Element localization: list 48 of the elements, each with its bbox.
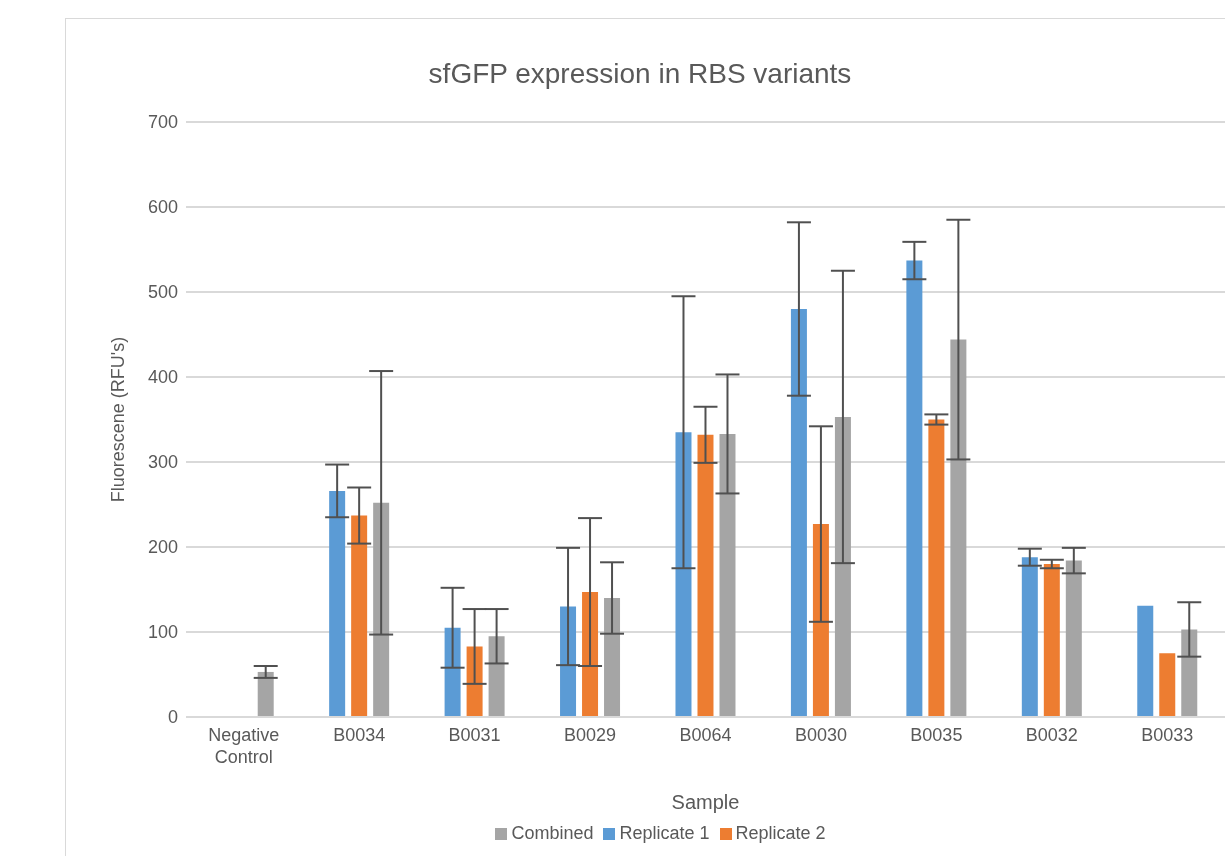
- y-tick-label: 300: [147, 452, 178, 473]
- y-tick-label: 400: [147, 367, 178, 388]
- x-tick-label: B0032: [1025, 725, 1078, 745]
- bar: [812, 524, 829, 717]
- y-tick-label: 500: [147, 282, 178, 303]
- bar: [719, 433, 736, 717]
- y-tick-label: 100: [147, 622, 178, 643]
- legend-label: Combined: [511, 823, 594, 843]
- bar: [488, 636, 505, 717]
- bar: [928, 419, 945, 717]
- legend-label: Replicate 1: [619, 823, 710, 843]
- bar: [329, 490, 346, 717]
- x-axis-title: Sample: [671, 791, 740, 813]
- x-tick-label: B0035: [910, 725, 963, 745]
- bar: [560, 606, 577, 717]
- bar: [444, 627, 461, 717]
- y-tick-label: 600: [147, 197, 178, 218]
- y-tick-label: 200: [147, 537, 178, 558]
- bar: [950, 339, 967, 717]
- bar: [604, 598, 621, 717]
- legend-label: Replicate 2: [735, 823, 826, 843]
- bar: [1137, 605, 1154, 717]
- x-tick-label: B0034: [333, 725, 386, 745]
- x-tick-label: B0030: [794, 725, 847, 745]
- bar: [697, 434, 714, 717]
- bar: [906, 260, 923, 717]
- bar: [1065, 560, 1082, 717]
- x-tick-label: B0064: [679, 725, 732, 745]
- y-axis-title: Fluorescene (RFU's): [108, 336, 129, 503]
- bar: [675, 432, 692, 717]
- bar: [1043, 564, 1060, 717]
- bar: [1159, 653, 1176, 717]
- bar: [1021, 557, 1038, 717]
- x-tick-label: Negative Control: [208, 725, 280, 767]
- y-tick-label: 0: [167, 707, 178, 728]
- x-tick-label: B0033: [1141, 725, 1194, 745]
- bar: [834, 416, 851, 717]
- bar: [466, 646, 483, 717]
- x-tick-label: B0029: [564, 725, 617, 745]
- chart-title: sfGFP expression in RBS variants: [427, 58, 853, 90]
- bar: [582, 592, 599, 717]
- y-tick-label: 700: [147, 112, 178, 133]
- bar: [351, 515, 368, 717]
- bar: [373, 502, 390, 717]
- bar: [257, 671, 274, 717]
- bar: [1181, 629, 1198, 717]
- bar: [790, 309, 807, 717]
- x-tick-label: B0031: [448, 725, 501, 745]
